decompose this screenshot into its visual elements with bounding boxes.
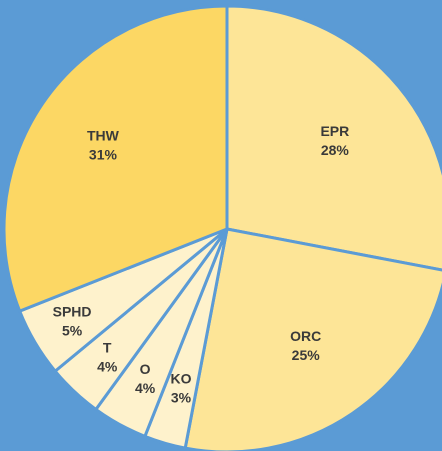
slice-percent-epr: 28% xyxy=(321,142,350,158)
slice-label-thw: THW 31% xyxy=(87,128,120,163)
slice-category-o: O xyxy=(140,361,151,377)
slice-category-thw: THW xyxy=(87,128,120,144)
slice-percent-sphd: 5% xyxy=(62,323,83,339)
slice-percent-orc: 25% xyxy=(292,347,321,363)
slice-category-ko: KO xyxy=(170,370,191,386)
slice-category-epr: EPR xyxy=(320,123,349,139)
pie-slice-thw xyxy=(2,4,229,313)
slice-category-t: T xyxy=(103,340,112,356)
slice-percent-ko: 3% xyxy=(171,389,192,405)
slice-percent-t: 4% xyxy=(97,359,118,375)
pie-slice-epr xyxy=(225,4,442,272)
slice-label-orc: ORC 25% xyxy=(290,328,321,363)
slice-category-sphd: SPHD xyxy=(53,304,92,320)
slice-label-epr: EPR 28% xyxy=(320,123,349,158)
slice-label-t: T 4% xyxy=(97,340,118,375)
slice-percent-thw: 31% xyxy=(89,147,118,163)
pie-slices xyxy=(2,4,442,451)
slice-percent-o: 4% xyxy=(135,380,156,396)
pie-labels: EPR 28% ORC 25% KO 3% O 4% T 4% SPHD 5% THW 31% xyxy=(53,123,350,406)
slice-category-orc: ORC xyxy=(290,328,321,344)
pie-slice-orc xyxy=(183,227,442,451)
slice-label-o: O 4% xyxy=(135,361,156,396)
slice-label-sphd: SPHD 5% xyxy=(53,304,92,339)
slice-label-ko: KO 3% xyxy=(170,370,191,405)
